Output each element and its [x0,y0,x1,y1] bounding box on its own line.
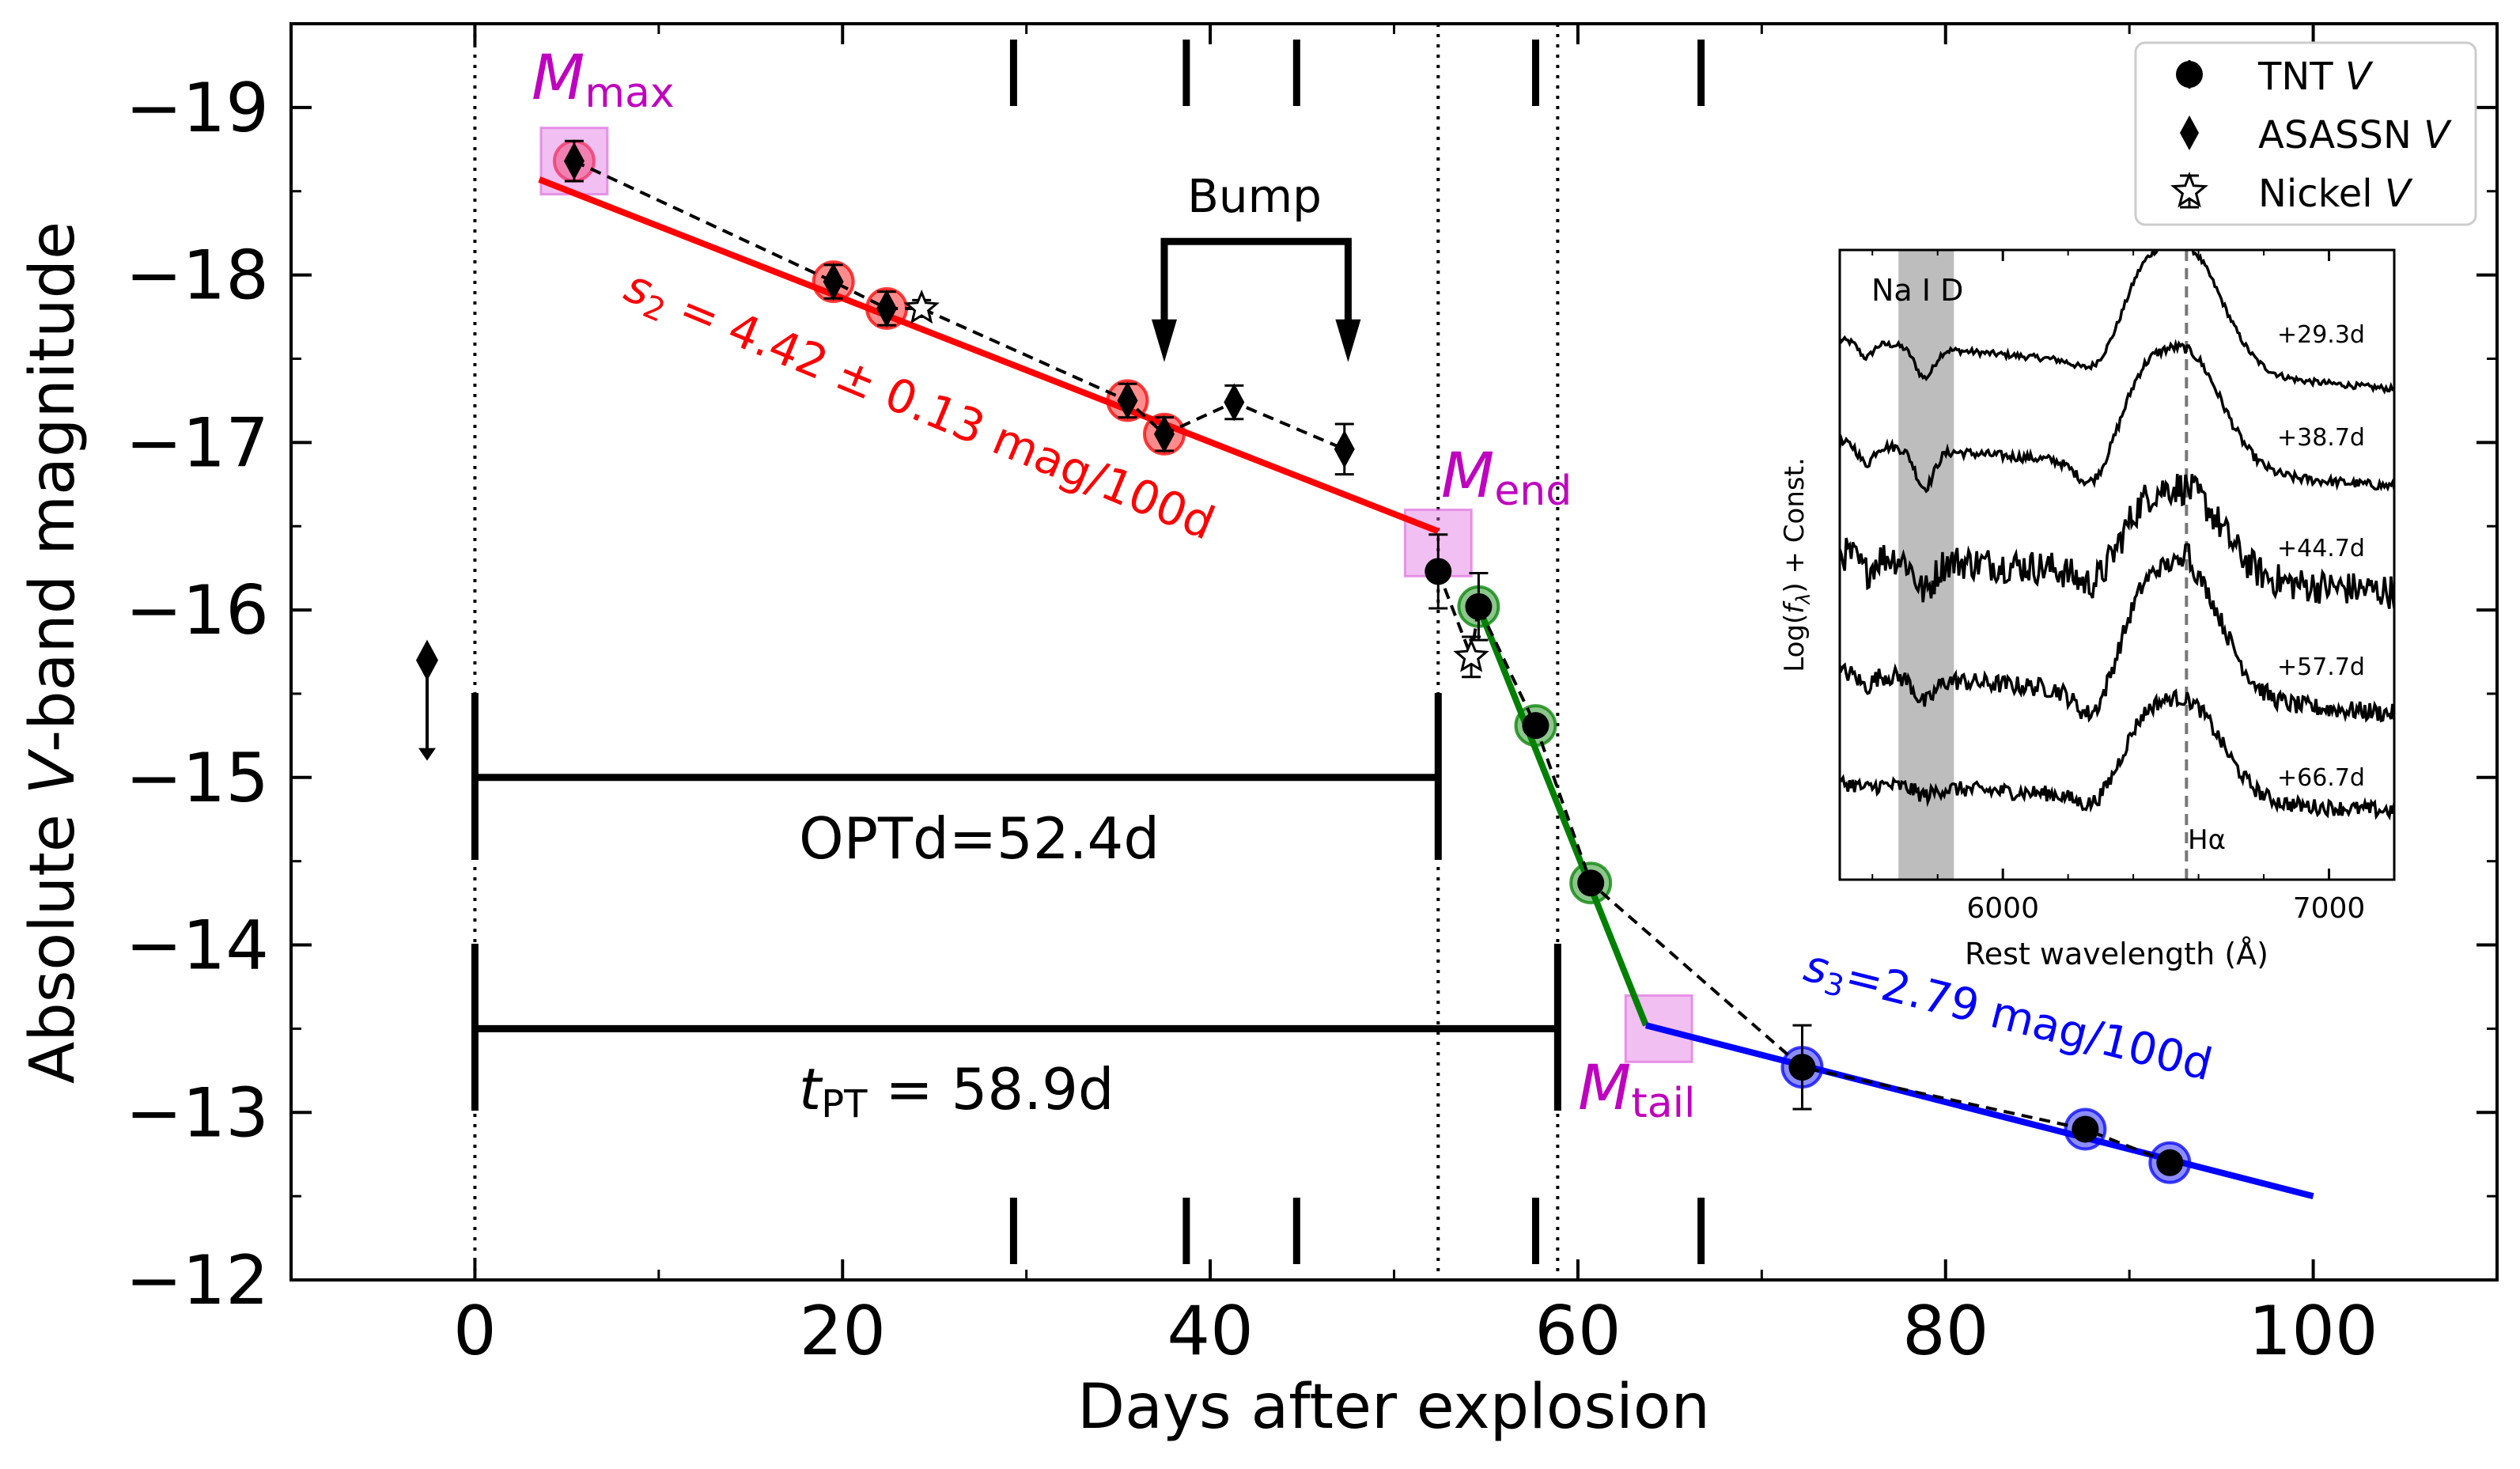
y-axis-label: Absolute V-band magnitude [17,221,89,1084]
legend-nickel-italic: V [2385,172,2413,216]
legend-nickel-marker [2170,171,2208,208]
inset-spectrum-label: +66.7d [2277,764,2365,792]
m-max-label: Mmax [532,43,675,117]
y-tick-label: −13 [126,1073,270,1153]
inset-spectrum-label: +44.7d [2277,535,2365,562]
inset-spectrum-label: +38.7d [2277,424,2365,452]
m-tail-base: M [1578,1053,1631,1124]
tpt-t: t [799,1056,823,1123]
tpt-label: tPT = 58.9d [799,1056,1114,1126]
x-tick-label: 0 [453,1292,497,1371]
legend: TNT V ASASSN V Nickel V [2134,41,2477,226]
y-tick-label: −17 [126,403,270,483]
x-tick-label: 100 [2249,1292,2378,1371]
m-tail-sub: tail [1631,1080,1695,1127]
x-axis-label: Days after explosion [1077,1372,1710,1443]
nickel-point [903,289,940,324]
inset-shade-label: Na I D [1871,273,1963,308]
x-tick-label: 20 [800,1292,886,1371]
inset-spectrum [1840,250,2394,395]
asassn-point [1224,383,1245,422]
inset-x-tick-label: 6000 [1966,892,2039,925]
y-label-italic: V [17,748,89,794]
m-end-base: M [1441,441,1494,512]
inset-spectrum-label: +29.3d [2277,321,2365,349]
asassn-point [1334,430,1355,468]
y-tick-label: −19 [126,69,270,148]
inset-x-tick-label: 7000 [2293,892,2366,925]
legend-nickel-label: Nickel V [2258,172,2413,216]
asassn-point [563,142,585,180]
upper-limit-arrow-head [418,748,436,761]
legend-tnt-italic: V [2345,55,2374,99]
asassn-point [1117,381,1138,420]
fit-line-s2 [538,176,1440,535]
x-tick-label: 60 [1534,1292,1621,1371]
legend-tnt-marker [2176,61,2203,88]
legend-nickel-text: Nickel [2258,172,2385,216]
asassn-point [876,289,898,327]
m-max-base: M [532,43,585,114]
tnt-point [1788,1054,1816,1081]
legend-box [2134,41,2477,226]
inset-y-axis-label: Log(fλ) + Const. [1779,457,1814,672]
bump-arrow-right [1335,319,1361,362]
asassn-point [823,263,844,301]
fit-line-s3 [1644,1022,2314,1200]
y-tick-label: −15 [126,739,270,818]
y-label-suffix: -band magnitude [17,221,89,752]
inset-halpha-label: Hα [2188,824,2226,856]
inset-spectrum-label: +57.7d [2277,653,2365,681]
inset-spectrum [1840,339,2394,494]
tpt-sub: PT [821,1082,868,1126]
inset-spectrum [1840,688,2394,821]
inset-y-prefix: Log( [1779,614,1811,672]
m-end-label: Mend [1441,441,1572,515]
spectra-inset: +29.3d+38.7d+44.7d+57.7d+66.7d 6000 7000 … [1779,248,2396,971]
inset-y-sub: λ [1792,593,1814,606]
inset-spectrum [1840,542,2394,723]
tnt-point [1577,869,1605,897]
asassn-point [1153,415,1175,453]
points-layer [415,139,2184,1176]
legend-tnt-text: TNT [2257,55,2345,99]
bump-bracket [1160,237,1352,323]
y-label-prefix: Absolute [17,794,89,1084]
inset-ticks: 6000 7000 [1871,250,2395,925]
legend-asassn-italic: V [2424,113,2452,157]
legend-asassn-label: ASASSN V [2258,113,2452,157]
x-tick-label: 80 [1902,1292,1988,1371]
optd-label: OPTd=52.4d [799,805,1160,872]
tnt-point [1465,593,1493,620]
bump-label: Bump [1187,169,1322,223]
upper-limit-marker [415,639,438,681]
y-tick-label: −16 [126,571,270,650]
dashed-connector [573,159,1345,451]
x-tick-label: 40 [1167,1292,1253,1371]
inset-content: +29.3d +38.7d +44.7d +57.7d +66.7d [1840,250,2394,880]
inset-x-axis-label: Rest wavelength (Å) [1965,937,2268,971]
y-tick-label: −12 [126,1241,270,1320]
inset-y-suffix: ) + Const. [1779,457,1811,593]
y-tick-label: −14 [126,907,270,986]
nickel-point [1453,638,1489,672]
y-tick-label: −18 [126,237,270,316]
tnt-point [2072,1115,2099,1143]
tnt-point [1522,712,1549,740]
ticks-layer: 0 20 40 60 80 100 −19 −18 −17 −16 −15 −14 −13 −12 [126,22,2499,1371]
m-max-sub: max [585,70,674,117]
legend-tnt-label: TNT V [2257,55,2374,99]
m-tail-label: Mtail [1578,1053,1695,1127]
tnt-point [1425,558,1452,585]
fit-line-plateau-fall [1475,605,1649,1027]
legend-asassn-text: ASASSN [2258,113,2424,157]
m-end-sub: end [1494,468,1572,515]
tpt-value: = 58.9d [868,1056,1114,1123]
tnt-point [2156,1149,2184,1176]
bump-arrow-left [1151,319,1177,362]
inset-frame [1838,248,2396,881]
legend-asassn-marker [2180,115,2199,150]
inset-spectrum [1840,473,2394,609]
